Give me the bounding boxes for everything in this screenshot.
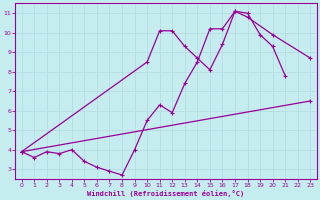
X-axis label: Windchill (Refroidissement éolien,°C): Windchill (Refroidissement éolien,°C) [87,190,244,197]
